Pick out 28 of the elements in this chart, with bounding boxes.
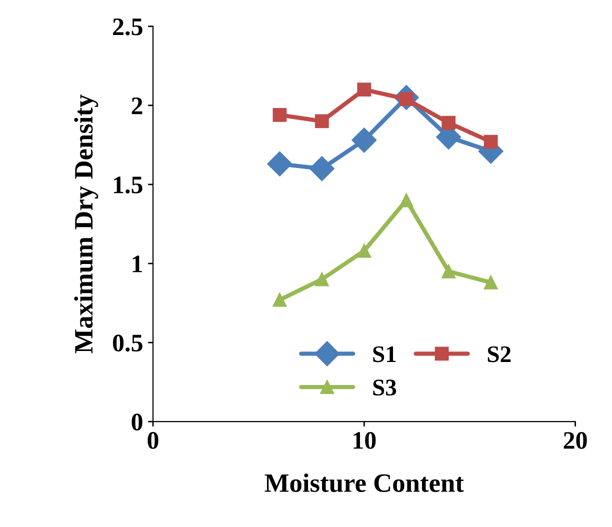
point [352, 128, 377, 153]
y-tick-label: 2 [132, 98, 142, 114]
y-tick-label: 0.5 [112, 334, 142, 352]
point [272, 292, 287, 307]
point [484, 134, 498, 149]
x-tick-label: 0 [148, 432, 158, 449]
point [314, 272, 329, 286]
x-tick-label: 10 [354, 432, 376, 449]
point [314, 114, 329, 128]
point [442, 116, 456, 130]
point [309, 156, 334, 182]
y-tick-label: 1 [132, 256, 142, 272]
x-tick-label: 20 [564, 432, 587, 449]
point [267, 151, 292, 176]
point [399, 193, 414, 208]
legend-label: S3 [373, 380, 396, 396]
legend-label: S2 [488, 346, 511, 362]
y-tick-label: 2.5 [113, 18, 142, 36]
point [484, 276, 498, 290]
legend-label: S1 [373, 346, 396, 362]
y-axis-title: Maximum Dry Density [74, 94, 98, 354]
y-tick-label: 0 [132, 414, 142, 431]
x-axis-title: Moisture Content [264, 473, 464, 492]
point [272, 108, 287, 122]
y-tick-label: 1.5 [114, 176, 142, 194]
point [357, 82, 372, 97]
point [357, 244, 372, 258]
point [442, 264, 456, 278]
